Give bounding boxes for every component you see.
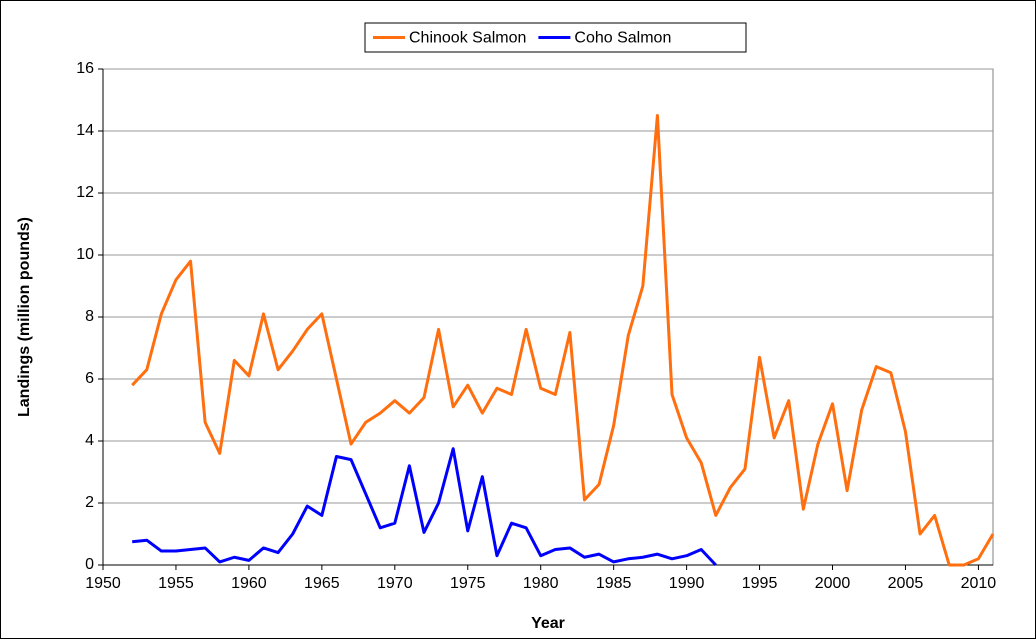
x-tick-label: 2010 — [961, 575, 997, 592]
y-tick-label: 0 — [85, 556, 94, 573]
data-line — [131, 114, 995, 567]
x-tick-label: 1970 — [377, 575, 413, 592]
legend-label: Chinook Salmon — [409, 30, 526, 47]
y-tick-label: 4 — [85, 432, 94, 449]
x-tick-label: 1950 — [85, 575, 121, 592]
y-tick-label: 8 — [85, 308, 94, 325]
y-axis-label: Landings (million pounds) — [16, 217, 33, 417]
x-tick-label: 1995 — [742, 575, 778, 592]
x-tick-label: 1955 — [158, 575, 194, 592]
x-tick-label: 1980 — [523, 575, 559, 592]
x-tick-label: 2005 — [888, 575, 924, 592]
y-tick-label: 10 — [76, 246, 94, 263]
x-axis-label: Year — [531, 615, 565, 632]
data-line — [132, 447, 717, 567]
x-tick-label: 1985 — [596, 575, 632, 592]
x-tick-label: 1965 — [304, 575, 340, 592]
y-tick-label: 6 — [85, 370, 94, 387]
y-tick-label: 16 — [76, 60, 94, 77]
y-tick-label: 14 — [76, 122, 94, 139]
x-tick-label: 1990 — [669, 575, 705, 592]
legend-label: Coho Salmon — [574, 30, 671, 47]
y-tick-label: 12 — [76, 184, 94, 201]
x-tick-label: 2000 — [815, 575, 851, 592]
y-tick-label: 2 — [85, 494, 94, 511]
x-tick-label: 1960 — [231, 575, 267, 592]
x-tick-label: 1975 — [450, 575, 486, 592]
